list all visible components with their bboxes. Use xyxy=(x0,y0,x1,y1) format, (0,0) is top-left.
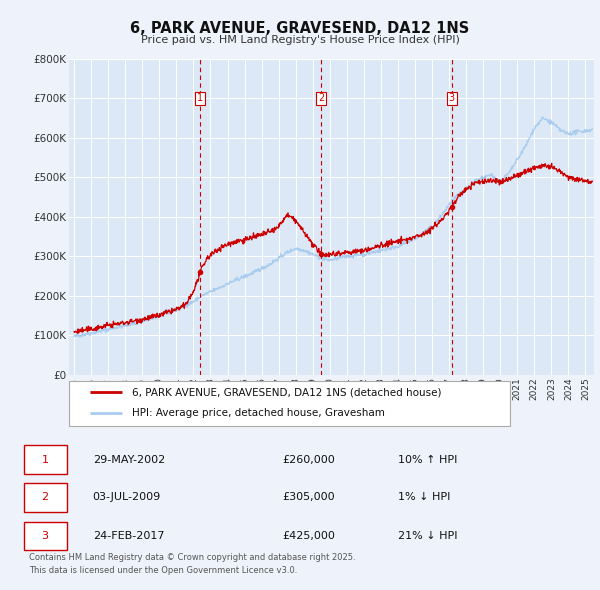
FancyBboxPatch shape xyxy=(23,483,67,512)
Text: 1% ↓ HPI: 1% ↓ HPI xyxy=(398,493,450,502)
Text: 29-MAY-2002: 29-MAY-2002 xyxy=(92,455,165,464)
FancyBboxPatch shape xyxy=(23,445,67,474)
Text: 6, PARK AVENUE, GRAVESEND, DA12 1NS: 6, PARK AVENUE, GRAVESEND, DA12 1NS xyxy=(130,21,470,35)
Text: 3: 3 xyxy=(449,93,455,103)
FancyBboxPatch shape xyxy=(69,381,510,426)
Text: HPI: Average price, detached house, Gravesham: HPI: Average price, detached house, Grav… xyxy=(132,408,385,418)
Text: Contains HM Land Registry data © Crown copyright and database right 2025.
This d: Contains HM Land Registry data © Crown c… xyxy=(29,553,356,575)
Text: £305,000: £305,000 xyxy=(283,493,335,502)
Text: 03-JUL-2009: 03-JUL-2009 xyxy=(92,493,161,502)
Text: £260,000: £260,000 xyxy=(283,455,335,464)
Text: 1: 1 xyxy=(197,93,203,103)
Text: 21% ↓ HPI: 21% ↓ HPI xyxy=(398,532,457,541)
Text: 2: 2 xyxy=(41,493,49,502)
Text: 10% ↑ HPI: 10% ↑ HPI xyxy=(398,455,457,464)
FancyBboxPatch shape xyxy=(23,522,67,550)
Text: 1: 1 xyxy=(41,455,49,464)
Text: 3: 3 xyxy=(41,532,49,541)
Text: Price paid vs. HM Land Registry's House Price Index (HPI): Price paid vs. HM Land Registry's House … xyxy=(140,35,460,45)
Text: 2: 2 xyxy=(318,93,325,103)
Text: £425,000: £425,000 xyxy=(283,532,335,541)
Text: 6, PARK AVENUE, GRAVESEND, DA12 1NS (detached house): 6, PARK AVENUE, GRAVESEND, DA12 1NS (det… xyxy=(132,388,442,398)
Text: 24-FEB-2017: 24-FEB-2017 xyxy=(92,532,164,541)
